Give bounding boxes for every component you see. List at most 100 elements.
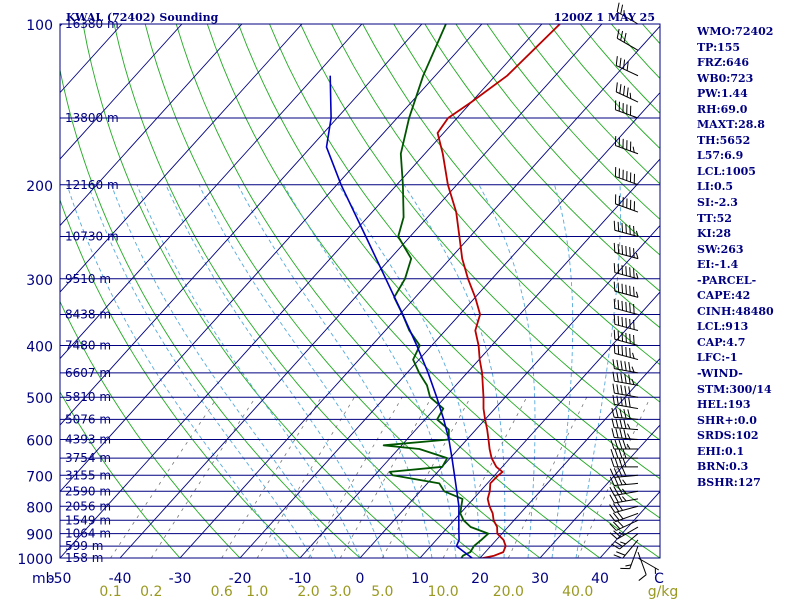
index-line: BSHR:127 — [697, 475, 761, 489]
temperature-tick-label: 40 — [591, 571, 609, 587]
barb-feather — [619, 428, 623, 439]
barb-feather — [623, 32, 627, 43]
barb-feather — [617, 475, 623, 486]
temperature-tick-label: -10 — [289, 571, 312, 587]
barb-feather — [616, 359, 619, 370]
indices-panel: WMO:72402 TP:155 FRZ:646 WB0:723 PW:1.44 RH:6… — [697, 24, 797, 490]
barb-feather — [611, 418, 615, 428]
barb-feather — [613, 329, 616, 340]
height-label: 12160 m — [65, 178, 119, 192]
height-label: 3754 m — [65, 451, 111, 465]
barb-feather — [625, 332, 627, 343]
barb-feather — [619, 57, 622, 68]
barb-feather — [617, 264, 620, 274]
barb-feather — [609, 504, 616, 513]
barb-feather — [610, 457, 615, 468]
height-label: 9510 m — [65, 272, 111, 286]
height-label: 4393 m — [65, 433, 111, 447]
height-label: 599 m — [65, 539, 103, 553]
barb-feather — [610, 439, 615, 450]
pressure-tick-label: 1000 — [17, 552, 53, 568]
barb-feather — [616, 372, 619, 382]
wind-barb — [613, 220, 639, 237]
barb-feather — [613, 343, 616, 354]
wind-barb — [609, 502, 639, 513]
barb-feather — [614, 457, 619, 468]
temperature-tick-label: -30 — [169, 571, 192, 587]
barb-feather — [622, 439, 627, 450]
barb-feather — [629, 302, 631, 313]
wind-barb — [611, 428, 639, 441]
barb-feather — [631, 366, 635, 373]
barb-feather — [621, 300, 624, 311]
index-line: TP:155 — [697, 40, 741, 54]
index-line: SI:-2.3 — [697, 196, 738, 210]
pressure-tick-label: 200 — [26, 179, 53, 195]
barb-feather — [638, 574, 647, 581]
pressure-tick-label: 400 — [26, 340, 53, 356]
barb-feather — [623, 429, 627, 439]
temperature-unit-label: C — [654, 571, 664, 587]
pressure-tick-label: 900 — [26, 528, 53, 544]
mixing-ratio-label: 0.1 — [99, 584, 121, 600]
moist-adiabat — [136, 184, 361, 558]
barb-feather — [631, 379, 635, 385]
barb-feather — [624, 397, 627, 407]
barb-feather — [629, 92, 632, 99]
pressure-tick-label: 600 — [26, 434, 53, 450]
barb-feather — [612, 394, 615, 405]
barb-feather — [621, 265, 624, 275]
barb-feather — [617, 315, 620, 326]
isotherm — [539, 424, 660, 558]
barb-feather — [617, 282, 620, 293]
wind-barb — [609, 475, 639, 487]
barb-feather — [629, 318, 631, 329]
barb-feather — [621, 467, 627, 477]
index-line: WB0:723 — [697, 71, 754, 85]
barb-feather — [615, 418, 619, 429]
wind-barb — [620, 545, 639, 570]
barb-feather — [621, 316, 624, 327]
isotherm — [60, 24, 423, 426]
barb-feather — [623, 85, 626, 96]
barb-feather — [612, 359, 615, 369]
index-line: RH:69.0 — [697, 102, 748, 116]
mixing-ratio-label: 10.0 — [428, 584, 459, 600]
barb-feather — [613, 530, 622, 538]
wind-barb — [609, 519, 639, 531]
barb-feather — [616, 28, 620, 39]
parcel-path — [325, 75, 474, 558]
barb-feather — [615, 56, 618, 66]
barb-feather — [615, 82, 618, 92]
sounding-profiles — [325, 24, 561, 558]
moist-adiabat — [478, 184, 536, 558]
index-line: PW:1.44 — [697, 87, 748, 101]
barb-feather — [624, 385, 627, 396]
index-line: CAPE:42 — [697, 289, 751, 303]
station-title: KWAL (72402) Sounding — [66, 11, 219, 24]
barb-feather — [617, 330, 620, 341]
wind-barb — [616, 2, 639, 25]
index-line: CAP:4.7 — [697, 335, 746, 349]
height-label: 1549 m — [65, 513, 111, 527]
barb-feather — [610, 448, 615, 459]
wind-barb — [612, 383, 639, 398]
mixing-ratio-label: 0.2 — [140, 584, 162, 600]
barb-feather — [613, 476, 619, 486]
height-label: 6607 m — [65, 366, 111, 380]
wind-barb — [609, 485, 639, 496]
barb-staff — [637, 551, 647, 575]
isotherm — [479, 357, 660, 558]
barb-feather — [628, 374, 631, 385]
barb-feather — [635, 273, 639, 279]
isotherm — [179, 25, 660, 558]
barb-feather — [628, 361, 631, 372]
isotherm — [119, 24, 603, 558]
barb-feather — [629, 224, 631, 235]
wind-barb — [613, 263, 639, 280]
barb-feather — [621, 331, 624, 342]
wind-barb — [609, 467, 639, 478]
barb-feather — [627, 409, 631, 419]
barb-feather — [629, 347, 631, 358]
barb-feather — [629, 267, 631, 277]
